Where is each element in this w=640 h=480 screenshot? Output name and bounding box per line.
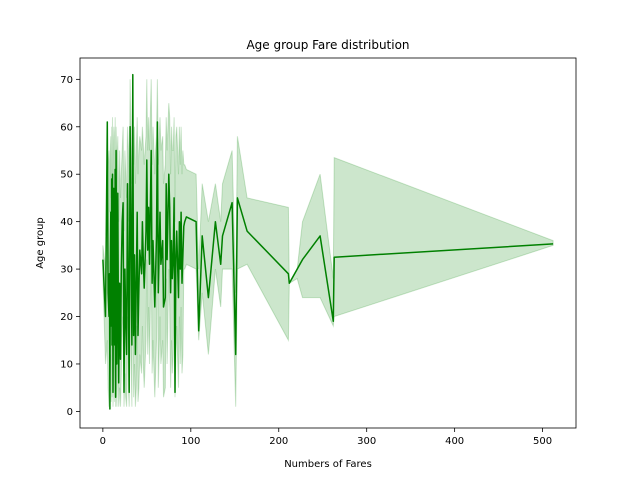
y-tick-label: 70	[60, 75, 73, 86]
y-axis-label: Age group	[35, 217, 46, 269]
y-tick-label: 20	[60, 312, 73, 323]
x-tick-label: 100	[181, 436, 200, 447]
x-tick-label: 200	[269, 436, 288, 447]
chart-title: Age group Fare distribution	[246, 38, 409, 52]
x-tick-label: 500	[533, 436, 552, 447]
plot-area	[102, 73, 554, 410]
y-axis: 0 10 20 30 40 50 60 70	[60, 75, 80, 418]
y-tick-label: 0	[67, 407, 73, 418]
x-tick-label: 0	[100, 436, 106, 447]
y-tick-label: 30	[60, 265, 73, 276]
y-tick-label: 50	[60, 170, 73, 181]
y-tick-label: 60	[60, 122, 73, 133]
y-tick-label: 40	[60, 217, 73, 228]
x-tick-label: 400	[445, 436, 464, 447]
x-axis-label: Numbers of Fares	[284, 459, 372, 470]
x-tick-label: 300	[357, 436, 376, 447]
axes-frame	[79, 57, 577, 429]
series-line-0	[102, 73, 554, 410]
x-axis: 0 100 200 300 400 500	[100, 428, 552, 447]
y-tick-label: 10	[60, 359, 73, 370]
